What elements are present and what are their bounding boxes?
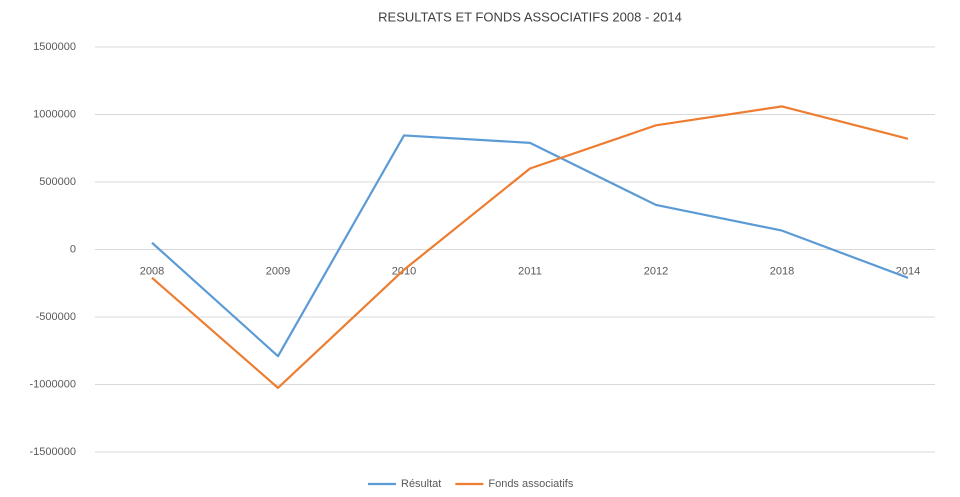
x-tick-label: 2008 bbox=[140, 265, 164, 277]
legend-label: Résultat bbox=[401, 478, 441, 490]
legend-label: Fonds associatifs bbox=[488, 478, 573, 490]
series-line bbox=[151, 134, 909, 358]
x-tick-label: 2012 bbox=[644, 265, 668, 277]
series-line bbox=[151, 105, 909, 389]
y-tick-label: -1000000 bbox=[30, 378, 77, 390]
y-tick-label: -1500000 bbox=[30, 446, 77, 458]
x-tick-label: 2011 bbox=[518, 265, 542, 277]
x-tick-label: 2018 bbox=[770, 265, 794, 277]
y-tick-label: 1500000 bbox=[33, 41, 76, 53]
x-tick-label: 2009 bbox=[266, 265, 290, 277]
y-tick-label: 0 bbox=[70, 243, 76, 255]
x-tick-label: 2010 bbox=[392, 265, 416, 277]
y-tick-label: -500000 bbox=[36, 311, 76, 323]
y-tick-label: 1000000 bbox=[33, 108, 76, 120]
chart-title: RESULTATS ET FONDS ASSOCIATIFS 2008 - 20… bbox=[378, 9, 682, 24]
y-tick-label: 500000 bbox=[39, 176, 76, 188]
